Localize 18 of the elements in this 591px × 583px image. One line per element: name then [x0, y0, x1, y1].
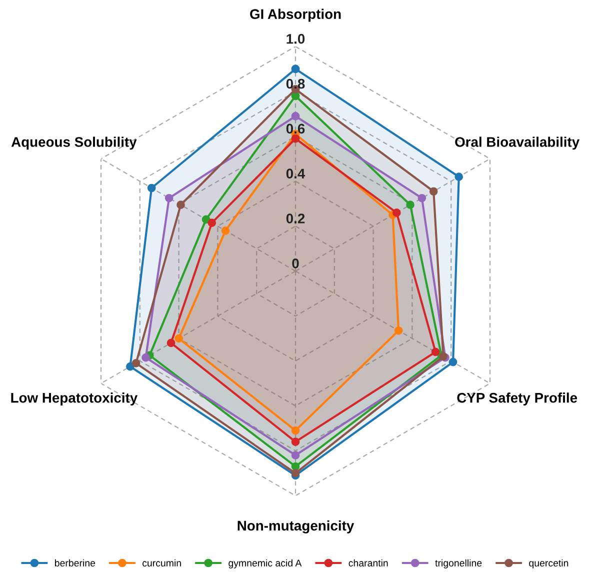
y-tick-label: 0 [292, 258, 299, 268]
y-tick-label: 0.4 [286, 168, 306, 179]
legend-label: berberine [55, 559, 96, 566]
y-tick-label: 0.6 [286, 124, 305, 134]
legend-label: quercetin [529, 559, 568, 568]
spoke-label: Oral Bioavailability [455, 136, 580, 150]
spoke-label: Aqueous Solubility [11, 136, 137, 150]
spoke-label: Low Hepatotoxicity [11, 392, 138, 406]
spoke-label: CYP Safety Profile [457, 392, 578, 406]
legend-label: curcumin [142, 559, 181, 566]
legend-label: gymnemic acid A [228, 559, 302, 568]
y-tick-label: 0.2 [286, 214, 305, 224]
y-tick-label: 1.0 [286, 34, 305, 44]
spoke-label: GI Absorption [250, 8, 341, 22]
legend-label: trigonelline [435, 559, 482, 568]
legend-label: charantin [348, 559, 388, 566]
spoke-label: Non-mutagenicity [238, 520, 354, 534]
y-tick-label: 0.8 [286, 78, 305, 89]
